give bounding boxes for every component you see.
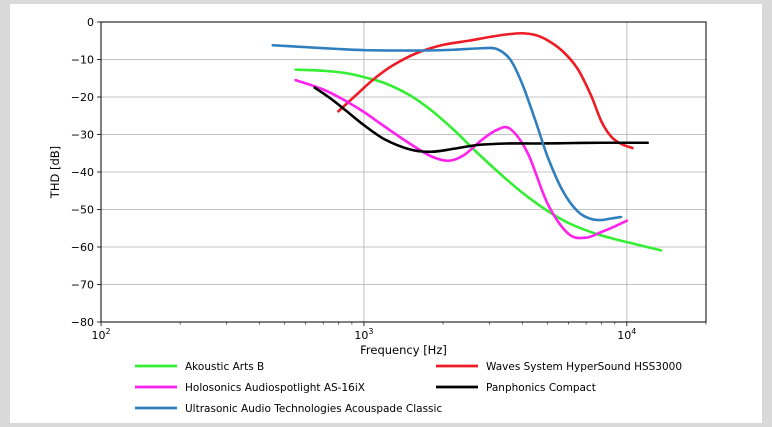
y-tick-label: −30 <box>71 129 94 142</box>
legend-label-panphonics-compact: Panphonics Compact <box>486 382 596 394</box>
grid <box>100 21 706 323</box>
legend-label-holosonics-audiospotlight-as-16ix: Holosonics Audiospotlight AS-16iX <box>185 382 365 394</box>
y-tick-label: −40 <box>71 166 94 179</box>
x-tick-label-base: 10 <box>617 329 631 342</box>
legend-label-waves-system-hypersound-hss3000: Waves System HyperSound HSS3000 <box>486 361 682 373</box>
y-tick-label: −50 <box>71 204 94 217</box>
legend: Akoustic Arts B Waves System HyperSound H… <box>135 361 682 415</box>
x-tick-label: 102 <box>91 327 110 342</box>
y-tick-label: −20 <box>71 91 94 104</box>
x-tick-label-exponent: 3 <box>368 327 373 336</box>
y-tick-label: −80 <box>71 316 94 329</box>
legend-label-ultrasonic-audio-technologies-acouspade-classic: Ultrasonic Audio Technologies Acouspade … <box>185 403 442 415</box>
x-tick-label-base: 10 <box>354 329 368 342</box>
x-axis-title: Frequency [Hz] <box>360 343 447 357</box>
series-line-ultrasonic-audio-technologies-acouspade-classic <box>271 43 623 222</box>
x-tick-label: 103 <box>354 327 373 342</box>
chart-figure: 102 103 104 0 −10 −20 −30 −40 −50 −60 −70 −80 Frequ… <box>10 4 762 423</box>
legend-label-akoustic-arts-b: Akoustic Arts B <box>185 361 264 373</box>
y-tick-label: 0 <box>87 16 94 29</box>
y-tick-label: −10 <box>71 54 94 67</box>
x-tick-label-exponent: 4 <box>631 327 636 336</box>
series-line-akoustic-arts-b <box>294 68 663 252</box>
series-line-waves-system-hypersound-hss3000 <box>337 31 634 150</box>
y-tick-label: −60 <box>71 241 94 254</box>
x-tick-label-exponent: 2 <box>105 327 110 336</box>
x-tick-label: 104 <box>617 327 636 342</box>
y-axis-title: THD [dB] <box>48 146 62 199</box>
series-line-holosonics-audiospotlight-as-16ix <box>294 78 629 240</box>
x-tick-label-base: 10 <box>91 329 105 342</box>
plot-series <box>271 31 663 252</box>
y-tick-label: −70 <box>71 279 94 292</box>
series-line-panphonics-compact <box>313 86 649 154</box>
